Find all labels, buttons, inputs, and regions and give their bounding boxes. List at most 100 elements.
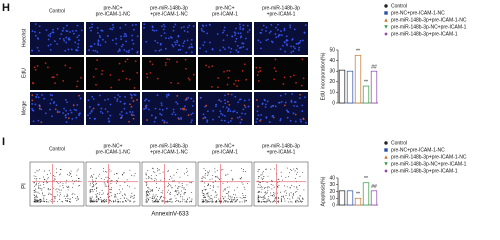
cell bbox=[70, 48, 73, 51]
event bbox=[100, 199, 102, 201]
event bbox=[183, 188, 185, 190]
cell bbox=[136, 35, 139, 38]
event bbox=[106, 171, 108, 173]
cell bbox=[176, 95, 179, 97]
event bbox=[290, 169, 292, 171]
cell bbox=[227, 46, 230, 49]
event bbox=[225, 174, 227, 176]
event bbox=[241, 168, 243, 170]
event bbox=[300, 199, 302, 201]
cell bbox=[289, 119, 292, 122]
y-axis-label: Apoptosis(%) bbox=[320, 176, 326, 206]
cell bbox=[206, 119, 209, 122]
cell bbox=[186, 30, 189, 33]
event bbox=[186, 201, 188, 203]
cell bbox=[295, 81, 297, 84]
bar bbox=[362, 85, 370, 104]
event bbox=[65, 182, 67, 184]
cell bbox=[240, 118, 243, 121]
event bbox=[152, 201, 154, 203]
event bbox=[101, 189, 103, 191]
event bbox=[119, 201, 121, 203]
cell bbox=[184, 105, 186, 108]
cell bbox=[224, 102, 227, 105]
event bbox=[270, 194, 272, 196]
cell bbox=[104, 41, 107, 43]
event bbox=[155, 198, 157, 200]
cell bbox=[298, 42, 301, 44]
cell bbox=[292, 45, 295, 48]
event bbox=[292, 197, 294, 199]
cell bbox=[153, 30, 156, 32]
cell bbox=[76, 80, 79, 83]
cell bbox=[190, 97, 193, 100]
event bbox=[48, 170, 50, 172]
event bbox=[171, 187, 173, 189]
cell bbox=[53, 101, 56, 103]
event bbox=[122, 201, 124, 203]
cell bbox=[136, 98, 138, 101]
event bbox=[277, 187, 279, 188]
event bbox=[207, 175, 209, 176]
cell bbox=[274, 58, 277, 61]
event bbox=[291, 201, 293, 203]
event bbox=[234, 201, 236, 203]
event bbox=[263, 195, 265, 197]
cell bbox=[88, 117, 91, 120]
event bbox=[156, 186, 158, 188]
cell bbox=[101, 112, 104, 115]
event bbox=[133, 197, 135, 199]
cell bbox=[108, 120, 111, 123]
cell bbox=[257, 114, 260, 117]
cell bbox=[280, 34, 283, 37]
cell bbox=[227, 93, 230, 95]
cell bbox=[121, 70, 124, 73]
cell bbox=[178, 44, 181, 47]
cell bbox=[265, 26, 268, 29]
event bbox=[302, 201, 303, 203]
event bbox=[90, 201, 92, 203]
event bbox=[267, 187, 269, 189]
event bbox=[91, 189, 93, 191]
cell bbox=[41, 94, 43, 96]
cell bbox=[56, 27, 59, 30]
event bbox=[92, 191, 94, 193]
cell bbox=[60, 33, 63, 36]
event bbox=[218, 178, 220, 180]
event bbox=[261, 174, 263, 176]
event bbox=[210, 198, 212, 200]
event bbox=[151, 178, 153, 180]
event bbox=[167, 185, 169, 187]
event bbox=[95, 200, 97, 202]
event bbox=[263, 176, 265, 178]
event bbox=[168, 189, 169, 191]
event bbox=[46, 182, 48, 184]
cell bbox=[62, 112, 65, 114]
event bbox=[265, 191, 266, 193]
cell bbox=[228, 69, 231, 72]
event bbox=[258, 177, 260, 179]
event bbox=[130, 200, 132, 202]
cell bbox=[259, 41, 262, 44]
cell bbox=[234, 79, 237, 82]
event bbox=[154, 172, 156, 174]
event bbox=[127, 185, 129, 187]
cell bbox=[95, 83, 97, 86]
cell bbox=[277, 23, 279, 26]
cell bbox=[123, 49, 126, 51]
event bbox=[105, 199, 107, 201]
event bbox=[298, 197, 300, 199]
event bbox=[120, 198, 122, 200]
event bbox=[185, 171, 187, 173]
cell bbox=[120, 116, 123, 119]
cell bbox=[56, 43, 59, 45]
cell bbox=[292, 112, 295, 115]
event bbox=[280, 198, 282, 200]
event bbox=[187, 170, 189, 172]
event bbox=[159, 173, 161, 175]
cell bbox=[286, 116, 289, 119]
cell bbox=[37, 119, 40, 122]
cell bbox=[165, 94, 168, 96]
cell bbox=[235, 37, 238, 40]
event bbox=[172, 201, 174, 203]
